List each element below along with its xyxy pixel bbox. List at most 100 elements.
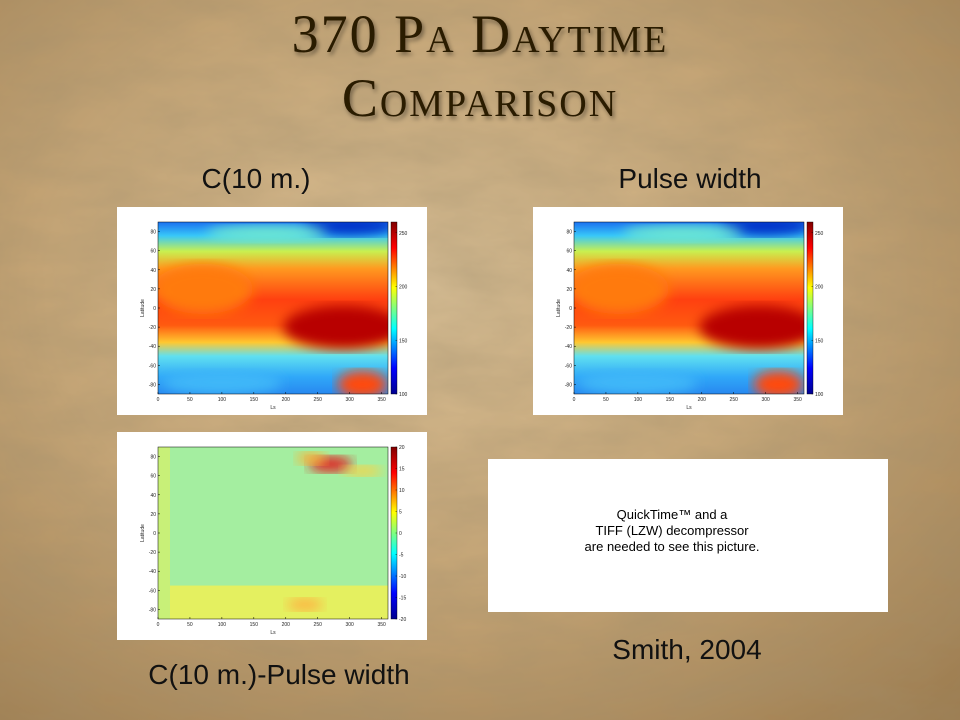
y-tick-label: 0 [569,306,572,312]
x-tick-label: 50 [603,397,609,403]
x-tick-label: 200 [282,622,291,628]
x-tick-label: 100 [218,622,227,628]
caption: Pulse width [618,163,761,194]
y-tick-label: 80 [150,230,156,236]
x-tick-label: 100 [218,397,227,403]
x-tick-label: 100 [634,397,643,403]
title-line: Comparison [342,68,618,128]
colorbar-tick-label: 250 [399,231,408,237]
x-tick-label: 250 [314,397,323,403]
y-tick-label: 60 [150,474,156,480]
y-tick-label: 60 [150,249,156,255]
colorbar-tick-label: 0 [399,531,402,537]
y-tick-label: 40 [150,268,156,274]
colorbar [806,221,814,395]
y-tick-label: -80 [565,382,572,388]
colorbar-tick-label: 100 [399,392,408,398]
heatmap-region [286,598,323,611]
placeholder-text: are needed to see this picture. [585,539,760,554]
x-tick-label: 300 [345,622,354,628]
y-tick-label: 0 [153,306,156,312]
y-tick-label: -40 [149,569,156,575]
colorbar-tick-label: 250 [815,231,824,237]
x-tick-label: 200 [698,397,707,403]
image-placeholder [488,459,888,612]
x-tick-label: 350 [377,622,386,628]
x-tick-label: 350 [377,397,386,403]
x-axis-label: Ls [270,405,276,411]
heatmap-region [574,263,669,314]
colorbar [390,221,398,395]
y-axis-label: Latitude [140,524,146,542]
colorbar-tick-label: 150 [815,338,824,344]
plot: 0 50 100 150 200 250 300 350 -80 -60 -40 -20 0 20 40 60… [533,207,843,415]
x-axis-label: Ls [686,405,692,411]
heatmap [574,222,804,394]
colorbar-tick-label: -10 [399,574,406,580]
y-tick-label: -60 [149,363,156,369]
x-tick-label: 200 [282,397,291,403]
heatmap-region [577,370,698,394]
heatmap-region [158,447,170,619]
y-tick-label: 40 [150,493,156,499]
x-tick-label: 250 [314,622,323,628]
x-tick-label: 300 [761,397,770,403]
heatmap-region [699,305,804,350]
colorbar-tick-label: 200 [815,285,824,291]
y-tick-label: -60 [149,588,156,594]
colorbar-tick-label: -20 [399,617,406,623]
colorbar-tick-label: 200 [399,285,408,291]
x-axis-label: Ls [270,630,276,636]
x-tick-label: 0 [157,397,160,403]
y-tick-label: -20 [149,550,156,556]
y-tick-label: 80 [566,230,572,236]
colorbar-tick-label: 10 [399,488,405,494]
heatmap-region [337,370,388,394]
x-tick-label: 300 [345,397,354,403]
x-tick-label: 50 [187,397,193,403]
x-tick-label: 350 [793,397,802,403]
heatmap-region [283,305,388,350]
colorbar-tick-label: 150 [399,338,408,344]
colorbar-tick-label: 20 [399,445,405,451]
y-tick-label: -20 [565,325,572,331]
caption: C(10 m.)-Pulse width [148,659,409,690]
title-line: 370 Pa Daytime [292,4,669,64]
x-tick-label: 50 [187,622,193,628]
x-tick-label: 150 [250,397,259,403]
heatmap-region [158,263,253,314]
colorbar-tick-label: -5 [399,553,404,559]
heatmap-region [161,370,282,394]
x-tick-label: 150 [666,397,675,403]
heatmap [158,447,388,619]
x-tick-label: 0 [573,397,576,403]
placeholder-text: QuickTime™ and a [617,507,729,522]
x-tick-label: 0 [157,622,160,628]
heatmap-region [342,465,383,476]
colorbar-tick-label: 100 [815,392,824,398]
x-tick-label: 150 [250,622,259,628]
y-tick-label: 0 [153,531,156,537]
y-tick-label: 40 [566,268,572,274]
heatmap [158,222,388,394]
y-tick-label: -80 [149,607,156,613]
y-tick-label: -80 [149,382,156,388]
heatmap-region [296,452,327,465]
y-tick-label: 80 [150,455,156,461]
heatmap-region [158,585,388,619]
y-tick-label: 20 [150,512,156,518]
caption: C(10 m.) [202,163,311,194]
y-tick-label: 20 [566,287,572,293]
y-tick-label: 20 [150,287,156,293]
y-axis-label: Latitude [556,299,562,317]
x-tick-label: 250 [730,397,739,403]
placeholder-text: TIFF (LZW) decompressor [595,523,749,538]
heatmap-region [753,370,804,394]
heatmap-region [622,225,743,242]
plot: 0 50 100 150 200 250 300 350 -80 -60 -40 -20 0 20 40 60… [117,207,427,415]
caption: Smith, 2004 [612,634,761,665]
y-tick-label: -60 [565,363,572,369]
y-tick-label: -40 [149,344,156,350]
colorbar-tick-label: -15 [399,596,406,602]
